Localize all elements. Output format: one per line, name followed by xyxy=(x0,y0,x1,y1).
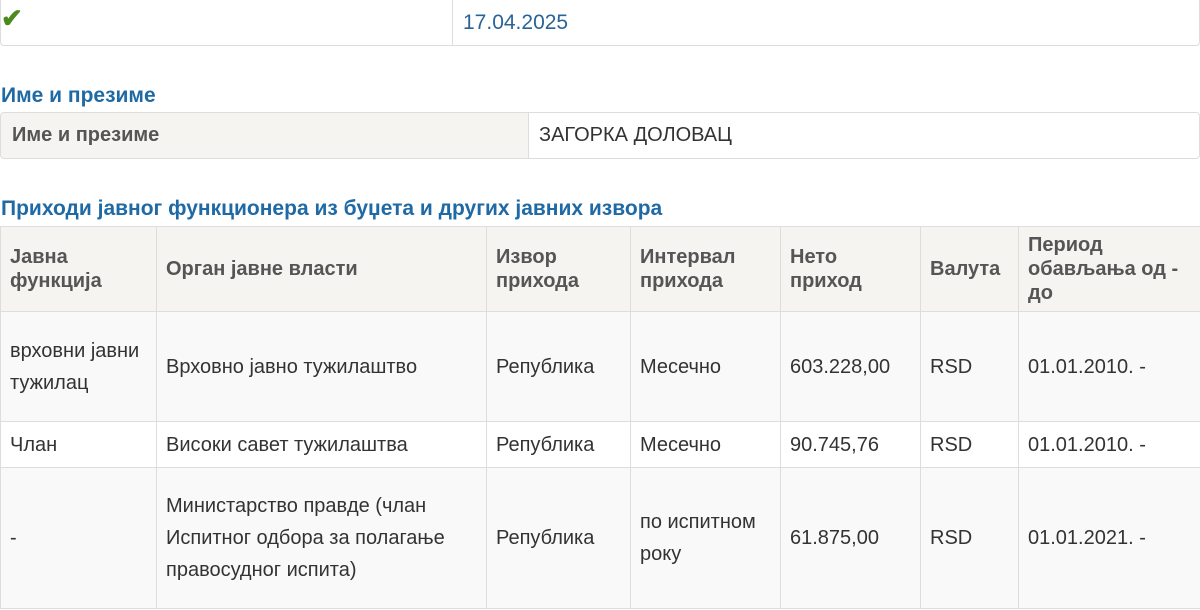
table-cell: 603.228,00 xyxy=(780,311,921,422)
table-cell: Месечно xyxy=(630,311,781,422)
column-header: Јавна функција xyxy=(0,226,157,312)
table-row: врховни јавни тужилац Врховно јавно тужи… xyxy=(0,311,1200,422)
table-cell: Република xyxy=(486,421,631,468)
table-cell: 01.01.2021. - xyxy=(1018,467,1200,609)
table-cell: 61.875,00 xyxy=(780,467,921,609)
table-cell: Република xyxy=(486,467,631,609)
table-cell: Члан xyxy=(0,421,157,468)
table-cell: Република xyxy=(486,311,631,422)
table-cell: RSD xyxy=(920,467,1019,609)
table-cell: 01.01.2010. - xyxy=(1018,311,1200,422)
status-cell: ✔ xyxy=(1,0,453,45)
name-value: ЗАГОРКА ДОЛОВАЦ xyxy=(539,124,732,146)
name-label: Име и презиме xyxy=(1,113,529,158)
table-cell: врховни јавни тужилац xyxy=(0,311,157,422)
table-cell: по испитном року xyxy=(630,467,781,609)
column-header: Валута xyxy=(920,226,1019,312)
status-row: ✔ 17.04.2025 xyxy=(0,0,1200,46)
income-table: Јавна функција Орган јавне власти Извор … xyxy=(0,226,1200,609)
table-cell: Високи савет тужилаштва xyxy=(156,421,487,468)
column-header: Интервал прихода xyxy=(630,226,781,312)
name-section-title: Име и презиме xyxy=(1,84,156,107)
table-cell: 01.01.2010. - xyxy=(1018,421,1200,468)
table-row: Члан Високи савет тужилаштва Република М… xyxy=(0,421,1200,468)
table-cell: RSD xyxy=(920,421,1019,468)
table-cell: Месечно xyxy=(630,421,781,468)
table-cell: Врховно јавно тужилаштво xyxy=(156,311,487,422)
column-header: Извор прихода xyxy=(486,226,631,312)
table-row: - Министарство правде (члан Испитног одб… xyxy=(0,467,1200,609)
column-header: Орган јавне власти xyxy=(156,226,487,312)
table-cell: - xyxy=(0,467,157,609)
column-header: Период обављања од - до xyxy=(1018,226,1200,312)
name-table: Име и презиме ЗАГОРКА ДОЛОВАЦ xyxy=(0,112,1200,159)
income-section-title: Приходи јавног функционера из буџета и д… xyxy=(1,197,663,220)
table-cell: Министарство правде (члан Испитног одбор… xyxy=(156,467,487,609)
table-header-row: Јавна функција Орган јавне власти Извор … xyxy=(0,226,1200,312)
table-cell: 90.745,76 xyxy=(780,421,921,468)
status-date: 17.04.2025 xyxy=(463,11,569,34)
checkmark-icon: ✔ xyxy=(1,3,23,33)
table-cell: RSD xyxy=(920,311,1019,422)
column-header: Нето приход xyxy=(780,226,921,312)
